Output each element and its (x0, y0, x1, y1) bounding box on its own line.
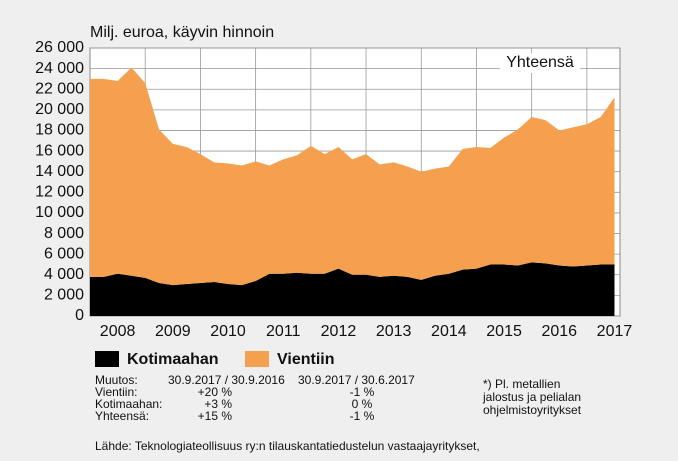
y-tick-label: 0 (75, 307, 84, 324)
y-tick-label: 24 000 (35, 60, 84, 77)
y-tick-label: 8 000 (44, 225, 84, 242)
footnote: jalostus ja pelialan (482, 390, 581, 404)
annotation: Yhteensä (506, 54, 574, 71)
table-cell: +15 % (198, 409, 233, 423)
x-tick-label: 2010 (210, 323, 246, 340)
footnote: *) Pl. metallien (483, 377, 560, 391)
y-tick-label: 18 000 (35, 122, 84, 139)
y-tick-label: 6 000 (44, 245, 84, 262)
legend-label: Kotimaahan (127, 351, 219, 368)
table-header: 30.9.2017 / 30.6.2017 (298, 373, 415, 387)
x-tick-label: 2015 (486, 323, 522, 340)
y-tick-label: 20 000 (35, 101, 84, 118)
table-cell: +20 % (198, 385, 233, 399)
source: Lähde: Teknologiateollisuus ry:n tilausk… (95, 439, 480, 453)
table-cell: Vientiin: (95, 385, 137, 399)
x-tick-label: 2017 (597, 323, 633, 340)
area (90, 262, 615, 316)
legend-swatch (245, 351, 269, 367)
x-tick-label: 2009 (155, 323, 191, 340)
y-tick-label: 14 000 (35, 163, 84, 180)
y-tick-label: 16 000 (35, 142, 84, 159)
table-header: Muutos: (95, 373, 138, 387)
x-tick-label: 2016 (541, 323, 577, 340)
table-cell: +3 % (204, 397, 232, 411)
x-tick-label: 2011 (266, 323, 301, 340)
x-tick-label: 2012 (321, 323, 357, 340)
x-tick-label: 2008 (100, 323, 136, 340)
y-tick-label: 12 000 (35, 184, 84, 201)
annotation-bg (500, 53, 580, 73)
area (90, 67, 615, 286)
legend-label: Vientiin (277, 351, 335, 368)
x-tick-label: 2014 (431, 323, 467, 340)
table-cell: Yhteensä: (95, 409, 149, 423)
footnote: ohjelmistoyritykset (483, 403, 582, 417)
legend-swatch (95, 351, 119, 367)
table-header: 30.9.2017 / 30.9.2016 (168, 373, 285, 387)
chart-title: Milj. euroa, käyvin hinnoin (90, 24, 274, 41)
y-tick-label: 10 000 (35, 204, 84, 221)
y-tick-label: 26 000 (35, 39, 84, 56)
x-tick-label: 2013 (376, 323, 412, 340)
y-tick-label: 22 000 (35, 80, 84, 97)
y-tick-label: 4 000 (44, 266, 84, 283)
table-cell: 0 % (352, 397, 373, 411)
table-cell: -1 % (350, 409, 375, 423)
y-tick-label: 2 000 (44, 287, 84, 304)
table-cell: Kotimaahan: (95, 397, 162, 411)
table-cell: -1 % (350, 385, 375, 399)
